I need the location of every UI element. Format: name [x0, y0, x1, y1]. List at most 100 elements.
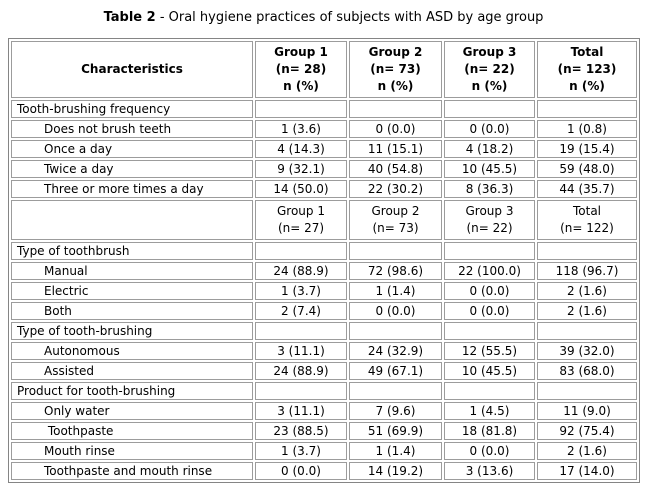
- row-label-cell: Type of toothbrush: [11, 242, 253, 260]
- table-body: Characteristics Group 1 (n= 28) n (%) Grou…: [11, 41, 637, 480]
- value-cell-col2: 51 (69.9): [349, 422, 442, 440]
- value-cell-col4: 19 (15.4): [537, 140, 637, 158]
- value-cell-col1: [255, 382, 347, 400]
- value-cell-col1: 1 (3.6): [255, 120, 347, 138]
- item-row: Three or more times a day 14 (50.0) 22 (30…: [11, 180, 637, 198]
- value-cell-col4: 59 (48.0): [537, 160, 637, 178]
- item-row: Electric 1 (3.7) 1 (1.4) 0 (0.0) 2 (1.6): [11, 282, 637, 300]
- row-label-cell: Only water: [11, 402, 253, 420]
- row-label-cell: Tooth-brushing frequency: [11, 100, 253, 118]
- item-row: Does not brush teeth 1 (3.6) 0 (0.0) 0 (0.0…: [11, 120, 637, 138]
- item-row: Toothpaste and mouth rinse 0 (0.0) 14 (19.…: [11, 462, 637, 480]
- value-cell-col2: 1 (1.4): [349, 282, 442, 300]
- header-group-cell-2: Group 2 (n= 73) n (%): [349, 41, 442, 98]
- value-cell-col2: 22 (30.2): [349, 180, 442, 198]
- row-label-cell: Does not brush teeth: [11, 120, 253, 138]
- header-group-cell-3: Group 3 (n= 22) n (%): [444, 41, 535, 98]
- value-cell-col3: 0 (0.0): [444, 120, 535, 138]
- value-cell-col1: 0 (0.0): [255, 462, 347, 480]
- section-row: Type of toothbrush: [11, 242, 637, 260]
- header-characteristics-cell: Characteristics: [11, 41, 253, 98]
- value-cell-col3: [444, 242, 535, 260]
- value-cell-col3: 18 (81.8): [444, 422, 535, 440]
- value-cell-col3: 10 (45.5): [444, 362, 535, 380]
- row-label-cell: Electric: [11, 282, 253, 300]
- value-cell-col2: 40 (54.8): [349, 160, 442, 178]
- value-cell-col3: 22 (100.0): [444, 262, 535, 280]
- row-label-cell: Once a day: [11, 140, 253, 158]
- value-cell-col4: 44 (35.7): [537, 180, 637, 198]
- subheader-row: Group 1 (n= 27) Group 2 (n= 73) Group 3 (n…: [11, 200, 637, 240]
- row-label-cell: Autonomous: [11, 342, 253, 360]
- row-label-cell: Both: [11, 302, 253, 320]
- value-cell-col4: 17 (14.0): [537, 462, 637, 480]
- row-label-cell: Product for tooth-brushing: [11, 382, 253, 400]
- value-cell-col2: [349, 382, 442, 400]
- item-row: Mouth rinse 1 (3.7) 1 (1.4) 0 (0.0) 2 (1.6): [11, 442, 637, 460]
- value-cell-col1: 3 (11.1): [255, 342, 347, 360]
- value-cell-col4: 2 (1.6): [537, 442, 637, 460]
- header-group-cell-1: Group 1 (n= 28) n (%): [255, 41, 347, 98]
- item-row: Autonomous 3 (11.1) 24 (32.9) 12 (55.5) 39 (…: [11, 342, 637, 360]
- table-caption-text: - Oral hygiene practices of subjects wit…: [155, 10, 544, 25]
- item-row: Twice a day 9 (32.1) 40 (54.8) 10 (45.5) 59 …: [11, 160, 637, 178]
- value-cell-col1: 9 (32.1): [255, 160, 347, 178]
- value-cell-col3: 10 (45.5): [444, 160, 535, 178]
- value-cell-col2: 49 (67.1): [349, 362, 442, 380]
- value-cell-col2: [349, 242, 442, 260]
- value-cell-col1: [255, 242, 347, 260]
- value-cell-col4: 11 (9.0): [537, 402, 637, 420]
- row-label-cell: Assisted: [11, 362, 253, 380]
- row-label-cell: Twice a day: [11, 160, 253, 178]
- value-cell-col3: [444, 322, 535, 340]
- value-cell-col3: [444, 100, 535, 118]
- header-row: Characteristics Group 1 (n= 28) n (%) Grou…: [11, 41, 637, 98]
- row-label-cell: Three or more times a day: [11, 180, 253, 198]
- value-cell-col2: 0 (0.0): [349, 120, 442, 138]
- value-cell-col2: 0 (0.0): [349, 302, 442, 320]
- value-cell-col2: [349, 100, 442, 118]
- item-row: Both 2 (7.4) 0 (0.0) 0 (0.0) 2 (1.6): [11, 302, 637, 320]
- value-cell-col3: 3 (13.6): [444, 462, 535, 480]
- value-cell-col3: 12 (55.5): [444, 342, 535, 360]
- value-cell-col3: 8 (36.3): [444, 180, 535, 198]
- row-label-cell: Toothpaste: [11, 422, 253, 440]
- value-cell-col4: [537, 242, 637, 260]
- value-cell-col1: 4 (14.3): [255, 140, 347, 158]
- value-cell-col3: 0 (0.0): [444, 302, 535, 320]
- value-cell-col2: 7 (9.6): [349, 402, 442, 420]
- item-row: Only water 3 (11.1) 7 (9.6) 1 (4.5) 11 (9.0): [11, 402, 637, 420]
- value-cell-col1: 23 (88.5): [255, 422, 347, 440]
- value-cell-col1: 14 (50.0): [255, 180, 347, 198]
- item-row: Assisted 24 (88.9) 49 (67.1) 10 (45.5) 83 (6…: [11, 362, 637, 380]
- value-cell-col1: 1 (3.7): [255, 282, 347, 300]
- value-cell-col4: [537, 322, 637, 340]
- value-cell-col2: 72 (98.6): [349, 262, 442, 280]
- item-row: Toothpaste 23 (88.5) 51 (69.9) 18 (81.8) 92 …: [11, 422, 637, 440]
- row-label-cell: [11, 200, 253, 240]
- header-group-cell-4: Total (n= 123) n (%): [537, 41, 637, 98]
- value-cell-col1: 24 (88.9): [255, 362, 347, 380]
- value-cell-col2: 24 (32.9): [349, 342, 442, 360]
- value-cell-col3: 1 (4.5): [444, 402, 535, 420]
- section-row: Tooth-brushing frequency: [11, 100, 637, 118]
- value-cell-col4: 1 (0.8): [537, 120, 637, 138]
- value-cell-col2: 14 (19.2): [349, 462, 442, 480]
- value-cell-col3: 4 (18.2): [444, 140, 535, 158]
- value-cell-col4: [537, 100, 637, 118]
- row-label-cell: Type of tooth-brushing: [11, 322, 253, 340]
- table-caption-number: Table 2: [103, 10, 156, 25]
- value-cell-col1: Group 1 (n= 27): [255, 200, 347, 240]
- value-cell-col1: 2 (7.4): [255, 302, 347, 320]
- item-row: Manual 24 (88.9) 72 (98.6) 22 (100.0) 118 (9…: [11, 262, 637, 280]
- value-cell-col4: 39 (32.0): [537, 342, 637, 360]
- item-row: Once a day 4 (14.3) 11 (15.1) 4 (18.2) 19 (1…: [11, 140, 637, 158]
- value-cell-col2: 11 (15.1): [349, 140, 442, 158]
- value-cell-col3: [444, 382, 535, 400]
- section-row: Product for tooth-brushing: [11, 382, 637, 400]
- value-cell-col1: [255, 100, 347, 118]
- value-cell-col4: 83 (68.0): [537, 362, 637, 380]
- value-cell-col4: 2 (1.6): [537, 282, 637, 300]
- value-cell-col4: [537, 382, 637, 400]
- row-label-cell: Manual: [11, 262, 253, 280]
